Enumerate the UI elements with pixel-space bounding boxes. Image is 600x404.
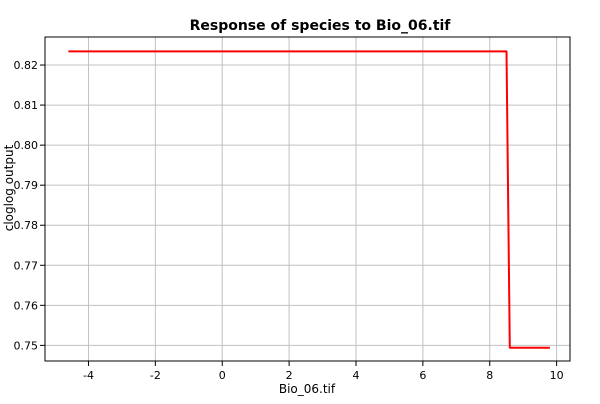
axis-ticks: -4 -2 0 2 4 6 8 10 0.75 0.76 0.77 0.78 0.79 0.80 0.81 0… — [14, 59, 564, 382]
y-tick-label: 0.76 — [14, 299, 39, 312]
grid-lines — [45, 37, 570, 361]
y-tick-label: 0.77 — [14, 259, 39, 272]
y-tick-label: 0.75 — [14, 339, 39, 352]
plot-frame — [44, 36, 571, 362]
x-tick-label: 2 — [286, 369, 293, 382]
y-axis-label: cloglog output — [2, 144, 16, 231]
y-tick-label: 0.81 — [14, 99, 39, 112]
series-layer — [68, 50, 550, 349]
y-tick-label: 0.80 — [14, 139, 39, 152]
y-tick-label: 0.82 — [14, 59, 39, 72]
x-axis-label: Bio_06.tif — [279, 382, 336, 396]
x-tick-label: -2 — [150, 369, 161, 382]
x-tick-label: 6 — [419, 369, 426, 382]
x-tick-label: -4 — [83, 369, 94, 382]
y-tick-label: 0.78 — [14, 219, 39, 232]
x-tick-label: 8 — [486, 369, 493, 382]
y-tick-label: 0.79 — [14, 179, 39, 192]
response-curve — [68, 50, 550, 349]
chart-title: Response of species to Bio_06.tif — [190, 18, 452, 34]
x-tick-label: 0 — [219, 369, 226, 382]
x-tick-label: 4 — [352, 369, 359, 382]
x-tick-label: 10 — [550, 369, 564, 382]
